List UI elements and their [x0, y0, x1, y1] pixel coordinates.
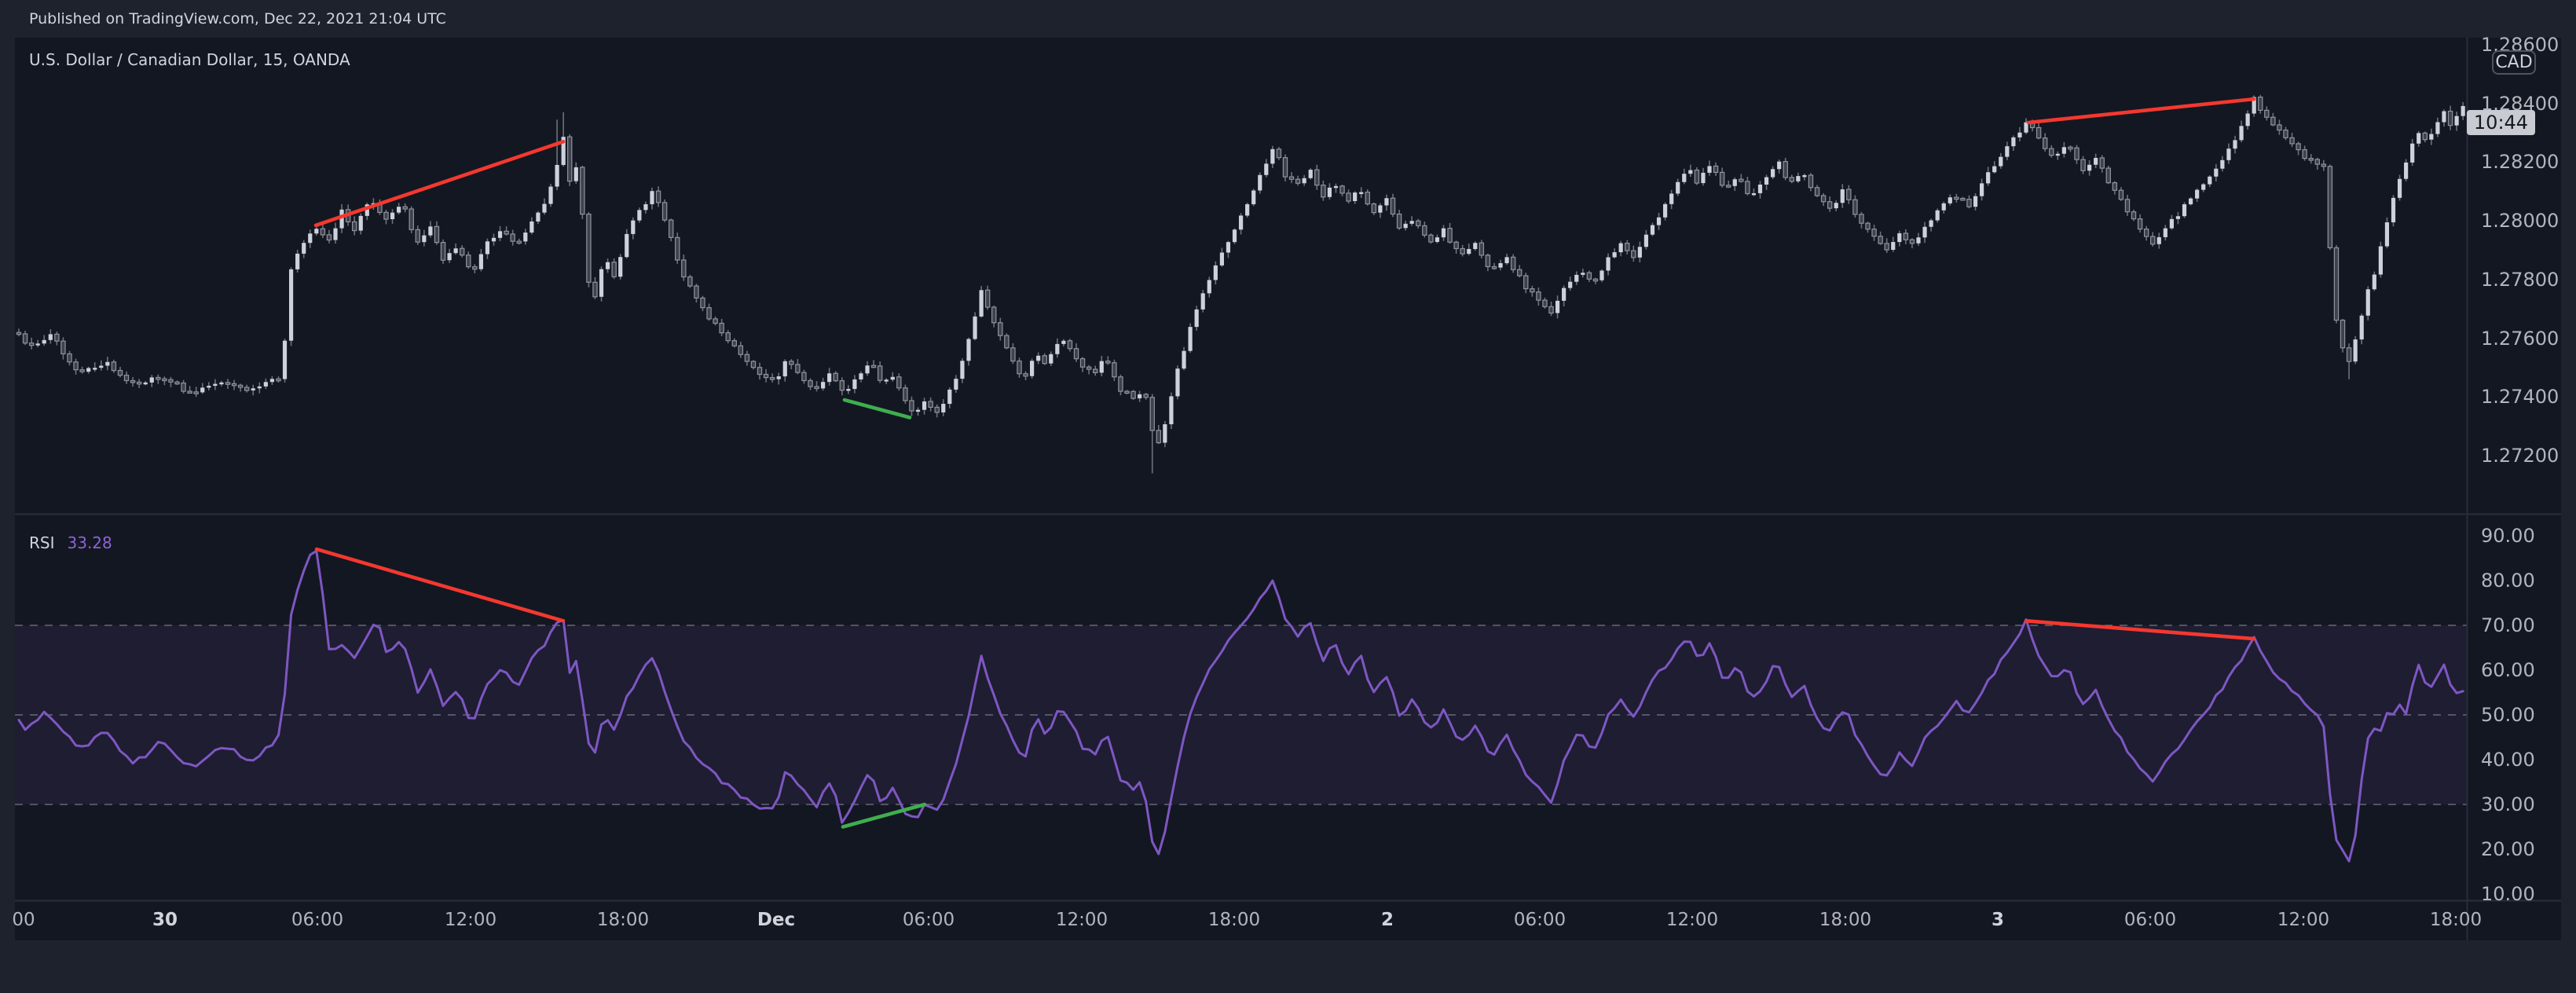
published-text: Published on TradingView.com, Dec 22, 20… [29, 10, 446, 27]
rsi-line [17, 549, 2464, 863]
rsi-value: 33.28 [67, 533, 112, 552]
quote-currency-text: CAD [2495, 53, 2533, 72]
price-trendline-red-2 [2026, 97, 2256, 125]
bar-countdown-text: 10:44 [2473, 112, 2529, 134]
rsi-trendline-red-2 [2024, 618, 2256, 641]
quote-currency-badge: CAD [2492, 50, 2536, 75]
footer-bar: TradingView [0, 940, 2576, 993]
published-banner: Published on TradingView.com, Dec 22, 20… [0, 0, 2576, 38]
chart-background [15, 38, 2561, 940]
rsi-label: RSI [29, 533, 55, 552]
symbol-title: U.S. Dollar / Canadian Dollar, 15, OANDA [29, 50, 350, 69]
candle-wicks [18, 94, 2464, 474]
candle-bodies [16, 96, 2465, 444]
rsi-trendline-green-1 [841, 802, 927, 829]
price-trendline-green-1 [842, 398, 912, 420]
price-trendline-red-0 [313, 139, 566, 228]
rsi-trendline-red-0 [314, 547, 566, 623]
rsi-legend[interactable]: RSI 33.28 [29, 533, 112, 552]
symbol-legend[interactable]: U.S. Dollar / Canadian Dollar, 15, OANDA [29, 50, 350, 69]
bar-countdown-badge: 10:44 [2467, 110, 2535, 135]
